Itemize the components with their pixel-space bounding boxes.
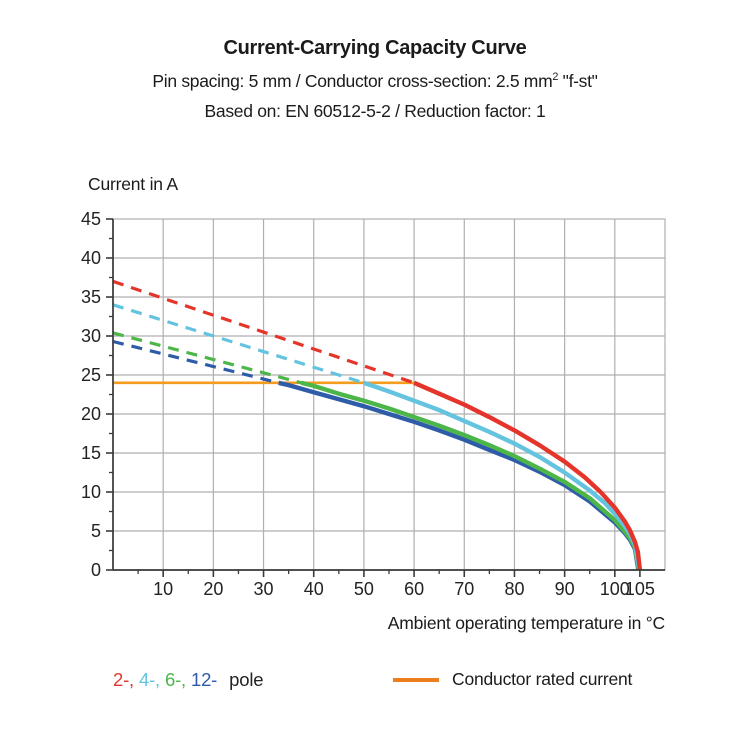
plot-border: [112, 218, 666, 571]
x-tick-label: 50: [354, 579, 374, 599]
x-tick-label: 60: [404, 579, 424, 599]
legend-token-2-pole: 2-,: [113, 669, 134, 690]
x-tick-label: 20: [203, 579, 223, 599]
chart-title: Current-Carrying Capacity Curve: [223, 37, 527, 59]
rated-current-label: Conductor rated current: [452, 669, 633, 689]
curve-dashed-12-pole: [112, 339, 279, 385]
x-tick-label: 105: [625, 579, 655, 599]
curve-dashed-6-pole: [112, 331, 302, 385]
chart-subtitle-2: Based on: EN 60512-5-2 / Reduction facto…: [204, 100, 546, 121]
legend-token-4-pole: 4-,: [139, 669, 160, 690]
legend-poles: 2-, 4-, 6-, 12- pole: [113, 669, 264, 691]
legend-token-12-pole: 12-: [191, 669, 218, 690]
x-tick-label: 10: [153, 579, 173, 599]
y-tick-label: 20: [81, 404, 101, 424]
y-tick-label: 10: [81, 482, 101, 502]
curve-dashed-4-pole: [112, 303, 365, 385]
x-tick-label: 70: [454, 579, 474, 599]
y-tick-label: 40: [81, 248, 101, 268]
legend-rated-current: Conductor rated current: [393, 669, 632, 690]
y-tick-label: 15: [81, 443, 101, 463]
y-axis-title: Current in A: [88, 174, 179, 194]
curve-solid-6-pole: [300, 380, 642, 571]
x-tick-label: 30: [254, 579, 274, 599]
y-tick-label: 0: [91, 560, 101, 580]
x-tick-label: 90: [555, 579, 575, 599]
y-tick-label: 5: [91, 521, 101, 541]
y-tick-label: 25: [81, 365, 101, 385]
y-tick-label: 45: [81, 209, 101, 229]
curve-solid-4-pole: [363, 380, 642, 571]
x-tick-label: 100: [600, 579, 630, 599]
x-tick-label: 40: [304, 579, 324, 599]
curve-dashed-2-pole: [112, 279, 415, 385]
legend-pole-word: pole: [229, 669, 264, 690]
curve-solid-2-pole: [413, 380, 643, 571]
x-axis-title: Ambient operating temperature in °C: [387, 613, 665, 633]
superscript-2: 2: [552, 71, 559, 83]
y-tick-label: 30: [81, 326, 101, 346]
chart-header: Current-Carrying Capacity Curve Pin spac…: [0, 36, 750, 124]
legend-token-6-pole: 6-,: [165, 669, 186, 690]
y-tick-label: 35: [81, 287, 101, 307]
rated-current-line-swatch: [393, 677, 439, 682]
legend-pole-numbers: 2-, 4-, 6-, 12-: [113, 669, 222, 690]
x-tick-label: 80: [504, 579, 524, 599]
chart-subtitle-1: Pin spacing: 5 mm / Conductor cross-sect…: [152, 70, 598, 91]
